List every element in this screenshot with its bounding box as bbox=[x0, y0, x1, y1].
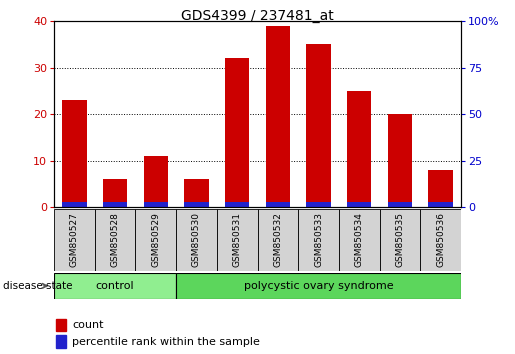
Bar bbox=[258, 209, 298, 271]
Text: GSM850531: GSM850531 bbox=[233, 212, 242, 267]
Bar bbox=[266, 26, 290, 207]
Bar bbox=[176, 273, 461, 299]
Bar bbox=[135, 209, 176, 271]
Bar bbox=[388, 114, 412, 207]
Text: disease state: disease state bbox=[3, 281, 72, 291]
Bar bbox=[184, 202, 209, 207]
Text: GSM850533: GSM850533 bbox=[314, 212, 323, 267]
Text: GSM850530: GSM850530 bbox=[192, 212, 201, 267]
Bar bbox=[103, 179, 127, 207]
Bar bbox=[380, 209, 420, 271]
Bar bbox=[56, 319, 66, 331]
Bar bbox=[339, 209, 380, 271]
Bar bbox=[184, 179, 209, 207]
Text: percentile rank within the sample: percentile rank within the sample bbox=[73, 337, 260, 347]
Bar bbox=[306, 202, 331, 207]
Bar bbox=[144, 202, 168, 207]
Text: GSM850534: GSM850534 bbox=[355, 212, 364, 267]
Bar bbox=[217, 209, 258, 271]
Bar bbox=[428, 170, 453, 207]
Bar bbox=[428, 202, 453, 207]
Text: GSM850529: GSM850529 bbox=[151, 212, 160, 267]
Bar bbox=[420, 209, 461, 271]
Bar bbox=[347, 202, 371, 207]
Bar bbox=[95, 209, 135, 271]
Text: GSM850532: GSM850532 bbox=[273, 212, 282, 267]
Bar bbox=[306, 45, 331, 207]
Bar bbox=[388, 202, 412, 207]
Bar bbox=[144, 156, 168, 207]
Text: GSM850536: GSM850536 bbox=[436, 212, 445, 267]
Bar bbox=[176, 209, 217, 271]
Bar bbox=[347, 91, 371, 207]
Bar bbox=[54, 273, 176, 299]
Bar bbox=[266, 202, 290, 207]
Text: count: count bbox=[73, 320, 104, 330]
Bar bbox=[62, 202, 87, 207]
Bar bbox=[225, 202, 249, 207]
Bar bbox=[298, 209, 339, 271]
Text: GDS4399 / 237481_at: GDS4399 / 237481_at bbox=[181, 9, 334, 23]
Text: GSM850527: GSM850527 bbox=[70, 212, 79, 267]
Text: polycystic ovary syndrome: polycystic ovary syndrome bbox=[244, 281, 393, 291]
Bar bbox=[56, 335, 66, 348]
Text: control: control bbox=[96, 281, 134, 291]
Bar bbox=[103, 202, 127, 207]
Text: GSM850528: GSM850528 bbox=[111, 212, 119, 267]
Bar bbox=[62, 100, 87, 207]
Bar bbox=[54, 209, 95, 271]
Text: GSM850535: GSM850535 bbox=[396, 212, 404, 267]
Bar bbox=[225, 58, 249, 207]
